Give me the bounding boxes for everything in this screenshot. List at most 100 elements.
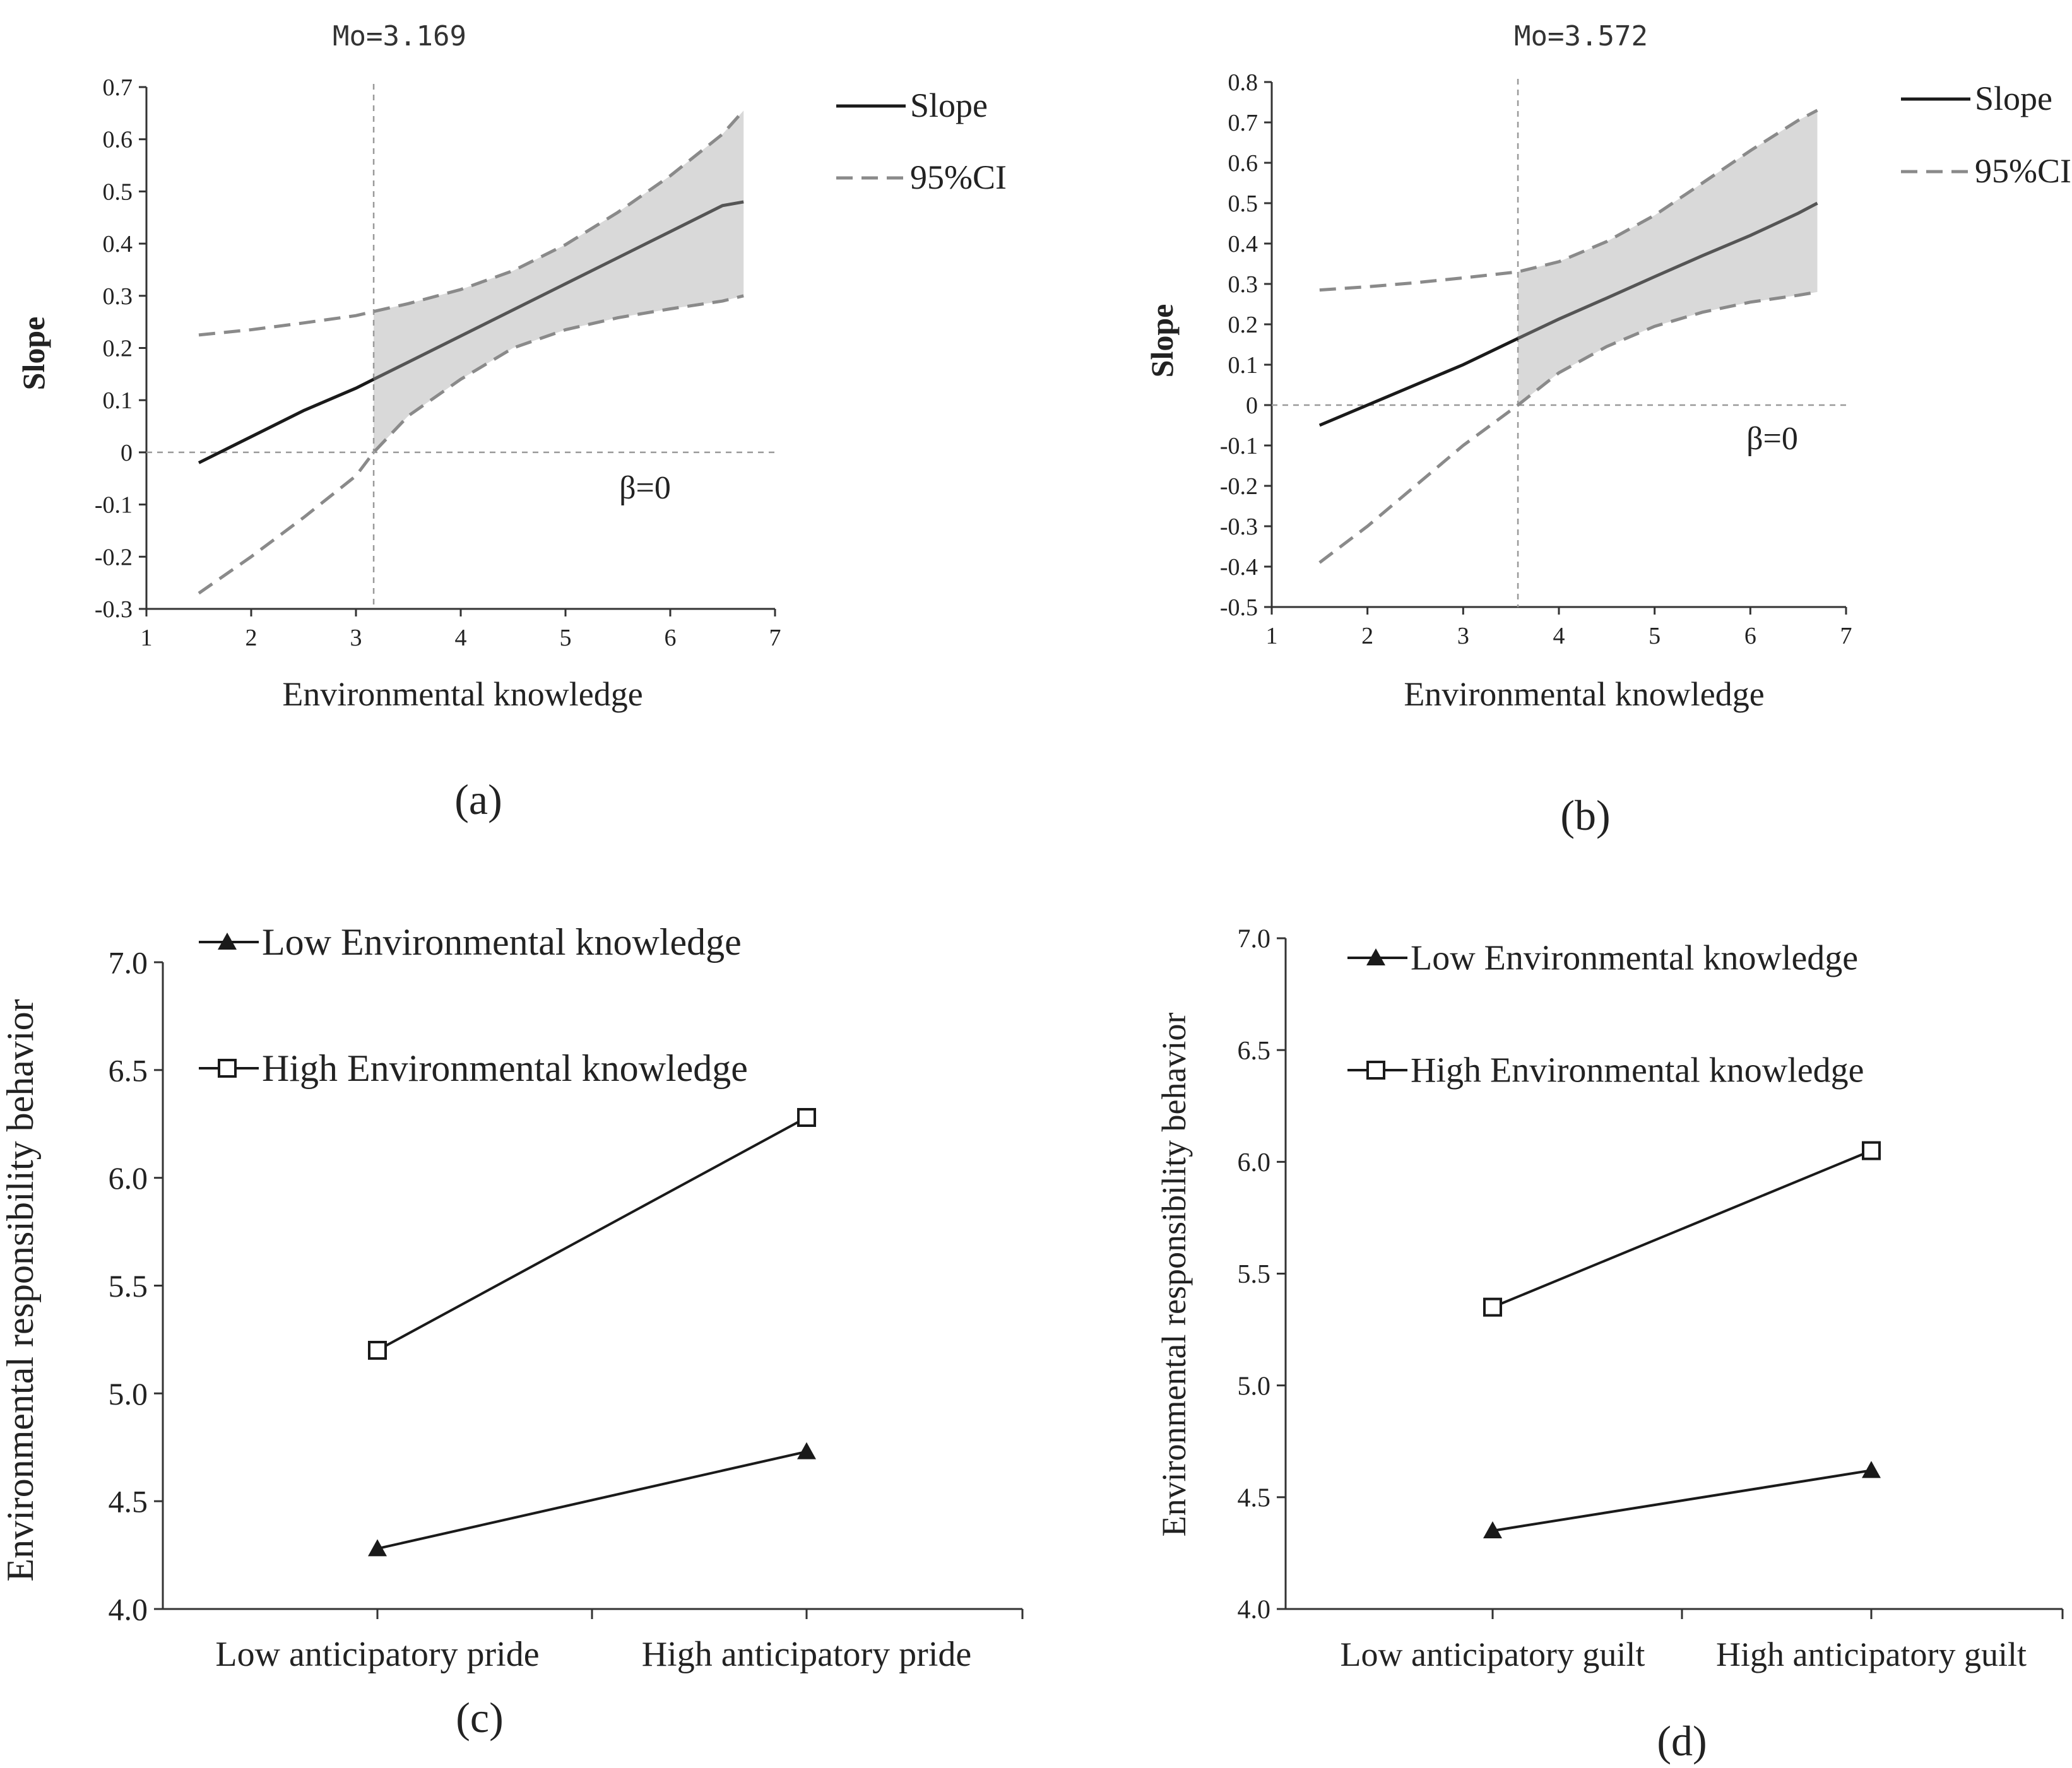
y-tick-label: 0 [1246,392,1258,419]
y-tick-label: 4.0 [1238,1596,1271,1625]
panel-caption: (c) [456,1694,503,1741]
x-tick-label: 5 [1649,623,1661,649]
y-tick-label: 0.3 [103,283,133,310]
y-tick-label: 5.5 [109,1268,148,1304]
square-marker [1483,1297,1502,1317]
y-tick-label: -0.5 [1220,594,1258,621]
y-tick-label: 5.0 [1238,1372,1271,1401]
y-tick-label: 0.4 [1228,231,1258,257]
x-tick-label: 4 [455,625,467,651]
y-tick-label: 4.0 [109,1592,148,1627]
legend-label: High Environmental knowledge [1411,1051,1864,1090]
legend-square-marker [1366,1061,1385,1080]
y-tick-label: -0.3 [95,596,133,623]
y-tick-label: -0.2 [95,544,133,570]
beta-annotation: β=0 [619,470,671,506]
panel-a: -0.3 -0.2 -0.1 0 0.1 0.2 0.3 0.4 0.5 0.6 0.7 1 2 3 4 5 6… [16,20,1007,823]
legend-label: Low Environmental knowledge [1411,938,1858,977]
y-tick-label: 0.3 [1228,271,1258,298]
y-tick-label: -0.4 [1220,554,1258,580]
triangle-marker [368,1539,387,1557]
x-tick-label: 2 [246,625,258,651]
y-axis-label: Slope [16,317,51,391]
legend-label: Low Environmental knowledge [262,921,742,963]
legend-ci-label: 95%CI [910,158,1007,196]
y-tick-label: 0.5 [1228,191,1258,217]
beta-annotation: β=0 [1746,421,1798,457]
y-tick-label: 4.5 [1238,1484,1271,1513]
x-tick-label: 6 [665,625,677,651]
y-tick-label: 0.2 [103,336,133,362]
y-tick-label: 0.5 [103,179,133,205]
panel-b: -0.5 -0.4 -0.3 -0.2 -0.1 0 0.1 0.2 0.3 0.4 0.5 0.6 0… [1144,20,2071,839]
series-line [1492,1149,1872,1309]
y-tick-label: 4.5 [109,1484,148,1519]
panel-caption: (d) [1657,1717,1707,1765]
y-tick-label: 0 [121,440,133,466]
legend: Slope 95%CI [1901,80,2071,190]
x-category-label: Low anticipatory pride [215,1635,539,1674]
y-axis-label: Environmental responsibility behavior [0,999,41,1581]
mo-annotation: Mo=3.572 [1514,20,1648,52]
slope-line [198,377,375,464]
x-tick-label: 3 [1457,623,1469,649]
x-tick-label: 7 [769,625,781,651]
y-tick-label: 0.1 [1228,352,1258,379]
y-tick-label: 0.6 [1228,150,1258,177]
x-tick-label: 7 [1840,623,1852,649]
legend-square-marker [218,1059,237,1078]
panel-caption: (b) [1560,791,1610,839]
y-tick-label: 6.5 [109,1052,148,1088]
legend: Slope 95%CI [836,86,1007,196]
x-tick-label: 6 [1744,623,1756,649]
square-marker [368,1341,387,1360]
x-tick-label: 1 [1266,623,1278,649]
x-category-label: High anticipatory guilt [1716,1635,2027,1673]
ci-lower-line [198,294,744,595]
y-tick-label: 7.0 [109,945,148,981]
ci-upper-line [198,109,745,337]
x-tick-label: 5 [560,625,572,651]
legend-triangle-marker [218,933,237,950]
legend-ci-label: 95%CI [1975,152,2071,190]
series-line [1492,1469,1872,1532]
legend-slope-label: Slope [1975,80,2052,117]
y-tick-label: 6.0 [1238,1148,1271,1177]
triangle-marker [1862,1461,1881,1478]
y-tick-label: 0.8 [1228,69,1258,96]
y-tick-label: -0.3 [1220,514,1258,540]
x-tick-label: 1 [141,625,153,651]
slope-line-significant [372,200,744,381]
legend: Low Environmental knowledge High Environm… [1347,938,1864,1090]
x-tick-label: 2 [1361,623,1373,649]
y-axis-label: Slope [1144,304,1180,378]
legend-label: High Environmental knowledge [262,1047,748,1089]
y-tick-label: 0.7 [1228,110,1258,136]
square-marker [797,1108,816,1127]
series-line [377,1450,807,1550]
legend: Low Environmental knowledge High Environm… [199,921,748,1089]
y-tick-label: 0.6 [103,127,133,153]
mo-annotation: Mo=3.169 [333,20,466,52]
y-tick-label: -0.1 [95,492,133,519]
ci-lower-line [1318,290,1818,564]
slope-line-significant [1517,201,1818,340]
x-axis-label: Environmental knowledge [1404,675,1764,713]
legend-triangle-marker [1366,948,1385,965]
y-tick-label: 6.5 [1238,1037,1271,1066]
triangle-marker [1483,1521,1502,1538]
square-marker [1862,1141,1881,1160]
x-category-label: High anticipatory pride [642,1635,972,1674]
triangle-marker [797,1442,816,1459]
ci-upper-line [1319,109,1818,292]
series-line [377,1116,807,1352]
y-tick-label: 0.2 [1228,312,1258,338]
panel-caption: (a) [454,775,502,823]
y-tick-label: 6.0 [109,1160,148,1196]
y-tick-label: 0.1 [103,387,133,414]
panel-c: 4.0 4.5 5.0 5.5 6.0 6.5 7.0 Low anticipatory pr… [0,921,1024,1741]
panel-d: 4.0 4.5 5.0 5.5 6.0 6.5 7.0 Low anticipatory gu… [1155,925,2064,1765]
y-tick-label: 5.5 [1238,1260,1271,1289]
y-tick-label: 0.4 [103,231,133,257]
